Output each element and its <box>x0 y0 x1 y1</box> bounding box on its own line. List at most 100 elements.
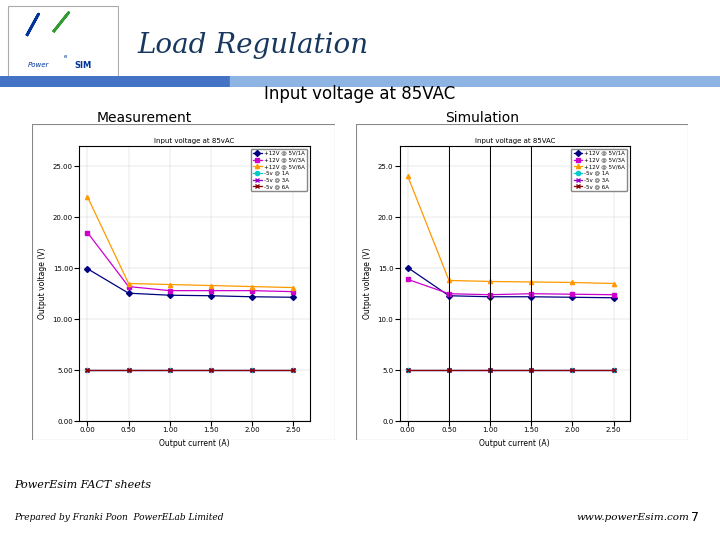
-5v @ 1A <box>207 367 215 373</box>
+12V @ 5V/1A <box>486 294 495 300</box>
-5v @ 6A <box>568 367 577 373</box>
+12V @ 5V/1A <box>125 290 133 296</box>
-5v @ 6A <box>527 367 536 373</box>
Text: www.powerEsim.com: www.powerEsim.com <box>576 513 689 522</box>
Line: +12V @ 5V/3A: +12V @ 5V/3A <box>406 278 616 297</box>
Text: Input voltage at 85VAC: Input voltage at 85VAC <box>264 85 456 103</box>
-5v @ 6A <box>83 367 91 373</box>
+12V @ 5V/1A <box>289 294 297 300</box>
Text: Simulation: Simulation <box>446 111 519 125</box>
+12V @ 5V/1A <box>403 265 412 271</box>
Text: e: e <box>63 54 67 59</box>
Bar <box>0 76 230 87</box>
Legend: +12V @ 5V/1A, +12V @ 5V/3A, +12V @ 5V/6A, -5v @ 1A, -5v @ 3A, -5v @ 6A: +12V @ 5V/1A, +12V @ 5V/3A, +12V @ 5V/6A… <box>251 148 307 191</box>
+12V @ 5V/6A <box>207 282 215 289</box>
-5v @ 6A <box>609 367 618 373</box>
-5v @ 1A <box>568 367 577 373</box>
+12V @ 5V/1A <box>609 294 618 301</box>
Title: Input voltage at 85vAC: Input voltage at 85vAC <box>154 138 235 144</box>
Line: -5v @ 1A: -5v @ 1A <box>406 368 616 372</box>
-5v @ 6A <box>248 367 256 373</box>
+12V @ 5V/3A <box>445 291 454 297</box>
-5v @ 1A <box>445 367 454 373</box>
Text: 7: 7 <box>690 511 699 524</box>
Line: +12V @ 5V/1A: +12V @ 5V/1A <box>406 266 616 300</box>
-5v @ 3A <box>289 367 297 373</box>
-5v @ 1A <box>166 367 174 373</box>
Text: Measurement: Measurement <box>96 111 192 125</box>
-5v @ 3A <box>445 367 454 373</box>
Line: -5v @ 6A: -5v @ 6A <box>406 368 616 372</box>
-5v @ 3A <box>248 367 256 373</box>
+12V @ 5V/3A <box>568 291 577 298</box>
+12V @ 5V/1A <box>207 293 215 299</box>
-5v @ 6A <box>289 367 297 373</box>
-5v @ 6A <box>403 367 412 373</box>
+12V @ 5V/1A <box>166 292 174 299</box>
-5v @ 1A <box>83 367 91 373</box>
+12V @ 5V/1A <box>445 293 454 299</box>
+12V @ 5V/1A <box>527 294 536 300</box>
Text: Power: Power <box>28 62 49 68</box>
-5v @ 1A <box>609 367 618 373</box>
+12V @ 5V/6A <box>248 284 256 290</box>
-5v @ 1A <box>486 367 495 373</box>
+12V @ 5V/3A <box>403 276 412 282</box>
+12V @ 5V/6A <box>403 173 412 180</box>
-5v @ 6A <box>207 367 215 373</box>
+12V @ 5V/6A <box>568 279 577 286</box>
+12V @ 5V/3A <box>289 288 297 295</box>
-5v @ 1A <box>403 367 412 373</box>
Line: -5v @ 1A: -5v @ 1A <box>86 368 295 372</box>
+12V @ 5V/6A <box>166 281 174 288</box>
Line: -5v @ 3A: -5v @ 3A <box>86 368 295 372</box>
-5v @ 6A <box>166 367 174 373</box>
-5v @ 1A <box>125 367 133 373</box>
+12V @ 5V/6A <box>445 277 454 284</box>
+12V @ 5V/1A <box>568 294 577 300</box>
Text: SIM: SIM <box>74 60 91 70</box>
-5v @ 6A <box>125 367 133 373</box>
-5v @ 6A <box>486 367 495 373</box>
+12V @ 5V/3A <box>125 284 133 290</box>
+12V @ 5V/6A <box>289 285 297 291</box>
+12V @ 5V/6A <box>527 279 536 285</box>
Y-axis label: Output voltage (V): Output voltage (V) <box>363 248 372 319</box>
Text: PowerEsim FACT sheets: PowerEsim FACT sheets <box>14 480 151 490</box>
-5v @ 3A <box>403 367 412 373</box>
Line: +12V @ 5V/6A: +12V @ 5V/6A <box>86 195 295 289</box>
+12V @ 5V/6A <box>609 280 618 287</box>
-5v @ 3A <box>83 367 91 373</box>
+12V @ 5V/3A <box>248 287 256 294</box>
Line: -5v @ 6A: -5v @ 6A <box>86 368 295 372</box>
X-axis label: Output current (A): Output current (A) <box>159 439 230 448</box>
Line: +12V @ 5V/6A: +12V @ 5V/6A <box>406 174 616 286</box>
-5v @ 3A <box>486 367 495 373</box>
+12V @ 5V/3A <box>486 292 495 298</box>
-5v @ 3A <box>125 367 133 373</box>
Line: +12V @ 5V/3A: +12V @ 5V/3A <box>86 231 295 294</box>
+12V @ 5V/3A <box>609 292 618 298</box>
-5v @ 6A <box>445 367 454 373</box>
+12V @ 5V/3A <box>166 287 174 294</box>
Line: -5v @ 3A: -5v @ 3A <box>406 368 616 372</box>
Legend: +12V @ 5V/1A, +12V @ 5V/3A, +12V @ 5V/6A, -5v @ 1A, -5v @ 3A, -5v @ 6A: +12V @ 5V/1A, +12V @ 5V/3A, +12V @ 5V/6A… <box>572 148 627 191</box>
-5v @ 1A <box>527 367 536 373</box>
Title: Input voltage at 85VAC: Input voltage at 85VAC <box>474 138 555 144</box>
+12V @ 5V/1A <box>83 266 91 272</box>
Y-axis label: Output voltage (V): Output voltage (V) <box>38 248 47 319</box>
+12V @ 5V/6A <box>83 193 91 200</box>
-5v @ 1A <box>289 367 297 373</box>
X-axis label: Output current (A): Output current (A) <box>480 439 550 448</box>
-5v @ 3A <box>166 367 174 373</box>
-5v @ 3A <box>207 367 215 373</box>
Line: +12V @ 5V/1A: +12V @ 5V/1A <box>86 267 295 299</box>
+12V @ 5V/6A <box>125 280 133 287</box>
-5v @ 3A <box>609 367 618 373</box>
-5v @ 1A <box>248 367 256 373</box>
+12V @ 5V/1A <box>248 294 256 300</box>
+12V @ 5V/3A <box>83 230 91 236</box>
+12V @ 5V/3A <box>207 287 215 294</box>
-5v @ 3A <box>527 367 536 373</box>
+12V @ 5V/6A <box>486 278 495 285</box>
